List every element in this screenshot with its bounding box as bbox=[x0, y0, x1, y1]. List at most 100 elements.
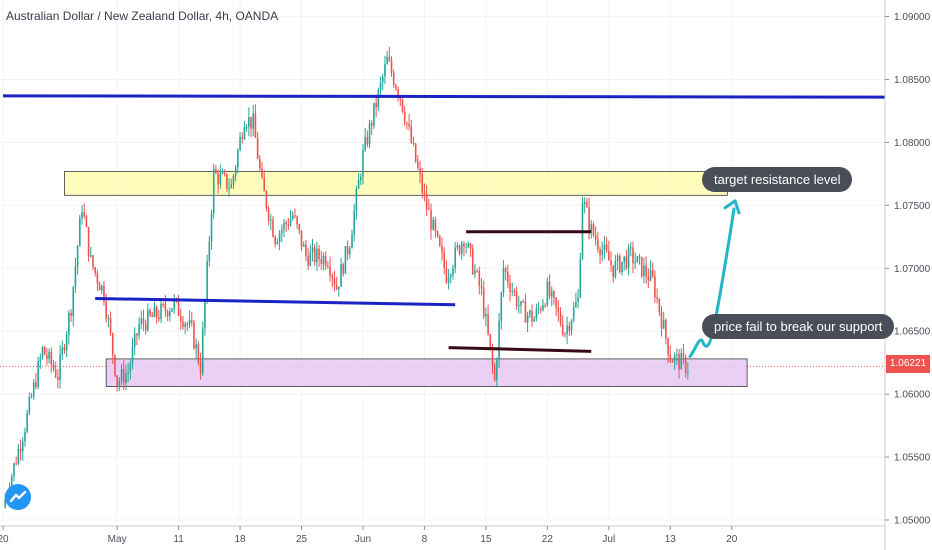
candle bbox=[625, 256, 628, 268]
candle bbox=[206, 260, 208, 301]
time-tick-label: 15 bbox=[480, 534, 492, 545]
price-tick-label: 1.05500 bbox=[894, 453, 931, 464]
candle bbox=[10, 476, 13, 492]
zones bbox=[64, 170, 748, 387]
trendline-line bbox=[95, 296, 456, 307]
candle bbox=[239, 137, 241, 151]
candle bbox=[90, 255, 92, 257]
candle bbox=[57, 376, 59, 380]
candle bbox=[149, 310, 151, 316]
candle bbox=[665, 319, 667, 339]
candle bbox=[287, 224, 290, 226]
candle bbox=[199, 362, 202, 374]
candle bbox=[526, 314, 529, 323]
candle bbox=[439, 235, 441, 246]
candle bbox=[153, 306, 156, 317]
candle bbox=[496, 360, 498, 381]
candle bbox=[441, 245, 443, 253]
candle bbox=[645, 265, 647, 277]
price-tick-label: 1.09000 bbox=[894, 12, 931, 23]
price-tick-label: 1.06500 bbox=[894, 327, 931, 338]
time-tick-label: May bbox=[108, 534, 127, 545]
candle bbox=[669, 354, 672, 362]
candle bbox=[502, 268, 505, 293]
candle bbox=[221, 172, 224, 174]
candle bbox=[37, 361, 39, 387]
candle bbox=[254, 113, 257, 138]
candle bbox=[654, 275, 656, 298]
candle bbox=[46, 354, 48, 360]
candle bbox=[392, 73, 395, 86]
candle bbox=[340, 264, 342, 287]
candle bbox=[302, 244, 305, 247]
candle bbox=[298, 224, 301, 231]
candle bbox=[158, 317, 160, 319]
candle bbox=[638, 256, 641, 258]
annotation-target-resistance: target resistance level bbox=[702, 167, 853, 192]
candle bbox=[291, 215, 294, 219]
time-tick-label: Jul bbox=[602, 534, 615, 545]
candle bbox=[656, 297, 658, 299]
candle bbox=[590, 224, 593, 231]
candle bbox=[469, 243, 472, 249]
candle bbox=[509, 282, 511, 292]
candle bbox=[81, 212, 83, 218]
candle bbox=[408, 123, 410, 127]
candle bbox=[125, 373, 127, 384]
candle bbox=[432, 219, 435, 230]
candle bbox=[35, 382, 37, 387]
candle bbox=[623, 256, 625, 262]
candle bbox=[662, 319, 665, 329]
candle bbox=[430, 210, 432, 230]
candle bbox=[136, 333, 138, 336]
candle bbox=[280, 229, 283, 234]
time-tick-label: 11 bbox=[173, 534, 184, 545]
time-axis: 20 May 11 18 25 Jun 8 15 22 Jul 13 20 bbox=[0, 525, 885, 545]
candle bbox=[636, 256, 639, 263]
candle bbox=[632, 247, 634, 264]
candle bbox=[421, 174, 424, 193]
candle bbox=[592, 224, 595, 236]
candle bbox=[92, 255, 94, 268]
candle bbox=[344, 246, 347, 274]
candle bbox=[197, 344, 200, 363]
candle bbox=[403, 111, 406, 123]
candle bbox=[59, 354, 61, 380]
candle bbox=[39, 357, 42, 362]
projected-move-arrow bbox=[688, 199, 741, 358]
candle bbox=[307, 255, 309, 266]
price-axis: 1.09000 1.08500 1.08000 1.07500 1.07000 1.065… bbox=[884, 0, 931, 550]
candle bbox=[507, 272, 509, 283]
candle bbox=[83, 212, 86, 217]
candle bbox=[252, 113, 255, 129]
candle bbox=[346, 246, 349, 254]
candle bbox=[116, 375, 118, 386]
candle bbox=[103, 285, 105, 302]
candle bbox=[24, 431, 26, 442]
candle bbox=[15, 463, 17, 465]
tradingview-logo-icon[interactable] bbox=[5, 484, 31, 510]
candle bbox=[223, 172, 226, 174]
candle bbox=[370, 123, 373, 126]
candle bbox=[237, 150, 239, 168]
candle bbox=[588, 207, 590, 231]
candle bbox=[548, 281, 551, 297]
candle bbox=[204, 300, 206, 329]
candle bbox=[491, 347, 494, 366]
candles bbox=[4, 46, 689, 509]
annotation-support: price fail to break our support bbox=[702, 314, 895, 339]
candle bbox=[678, 353, 680, 370]
candle bbox=[50, 351, 53, 365]
candle bbox=[597, 239, 599, 250]
candle bbox=[140, 318, 143, 324]
price-tick-label: 1.05000 bbox=[894, 516, 931, 527]
candle bbox=[465, 246, 467, 248]
candle bbox=[684, 356, 687, 373]
candle bbox=[144, 323, 147, 331]
candle bbox=[357, 180, 360, 189]
candle bbox=[550, 291, 553, 297]
candle bbox=[601, 249, 604, 256]
candle bbox=[375, 103, 377, 108]
candle bbox=[241, 137, 244, 139]
